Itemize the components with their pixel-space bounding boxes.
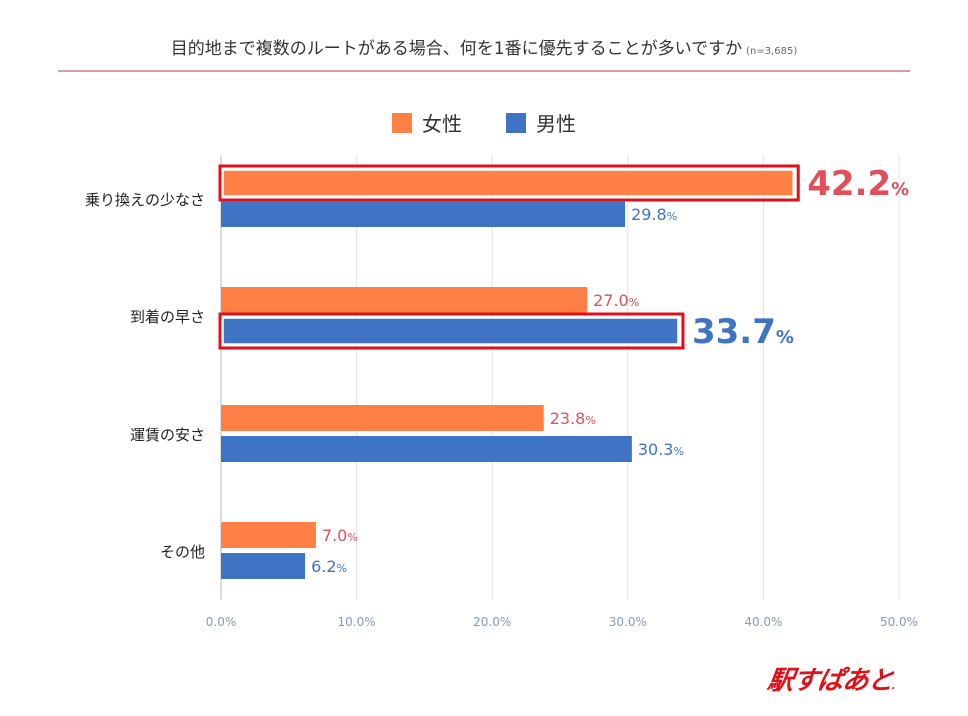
x-tick-label: 50.0%: [880, 615, 918, 629]
highlight-box: [218, 164, 800, 202]
x-tick-label: 0.0%: [206, 615, 237, 629]
category-label: その他: [160, 543, 205, 561]
category-label: 乗り換えの少なさ: [85, 191, 205, 209]
legend-swatch-female: [392, 112, 412, 133]
title-text: 目的地まで複数のルートがある場合、何を1番に優先することが多いですか: [170, 39, 743, 59]
category-label: 運賃の安さ: [130, 426, 205, 444]
legend-swatch-male: [506, 112, 526, 133]
data-label: 23.8%: [550, 409, 596, 428]
data-label: 27.0%: [593, 291, 639, 310]
chart-title: 目的地まで複数のルートがある場合、何を1番に優先することが多いですか (n=3,6…: [0, 34, 968, 59]
data-label: 29.8%: [631, 205, 677, 224]
bar-male: [221, 436, 632, 462]
x-tick-label: 40.0%: [744, 615, 782, 629]
bar-female: [221, 405, 544, 431]
data-label: 33.7%: [692, 312, 794, 352]
title-divider: [58, 70, 910, 72]
logo: 駅すぱあと.: [765, 666, 896, 696]
data-label: 42.2%: [807, 164, 909, 204]
x-tick-label: 10.0%: [338, 615, 376, 629]
bar-male: [222, 317, 679, 345]
legend-item-male: 男性: [506, 108, 576, 137]
bar-male: [221, 201, 626, 227]
category-label: 到着の早さ: [130, 308, 205, 326]
legend-label-male: 男性: [536, 112, 576, 136]
highlight-box: [218, 312, 685, 350]
legend-label-female: 女性: [422, 112, 462, 136]
bar-female: [222, 169, 794, 197]
data-label: 30.3%: [638, 440, 684, 459]
bar-male: [221, 553, 306, 579]
legend: 女性 男性: [0, 108, 968, 137]
bar-female: [221, 522, 316, 548]
bar-female: [221, 287, 588, 313]
x-tick-label: 20.0%: [473, 615, 511, 629]
legend-item-female: 女性: [392, 108, 462, 137]
sample-size: (n=3,685): [746, 46, 798, 57]
x-tick-label: 30.0%: [609, 615, 647, 629]
data-label: 6.2%: [311, 557, 347, 576]
data-label: 7.0%: [322, 526, 358, 545]
